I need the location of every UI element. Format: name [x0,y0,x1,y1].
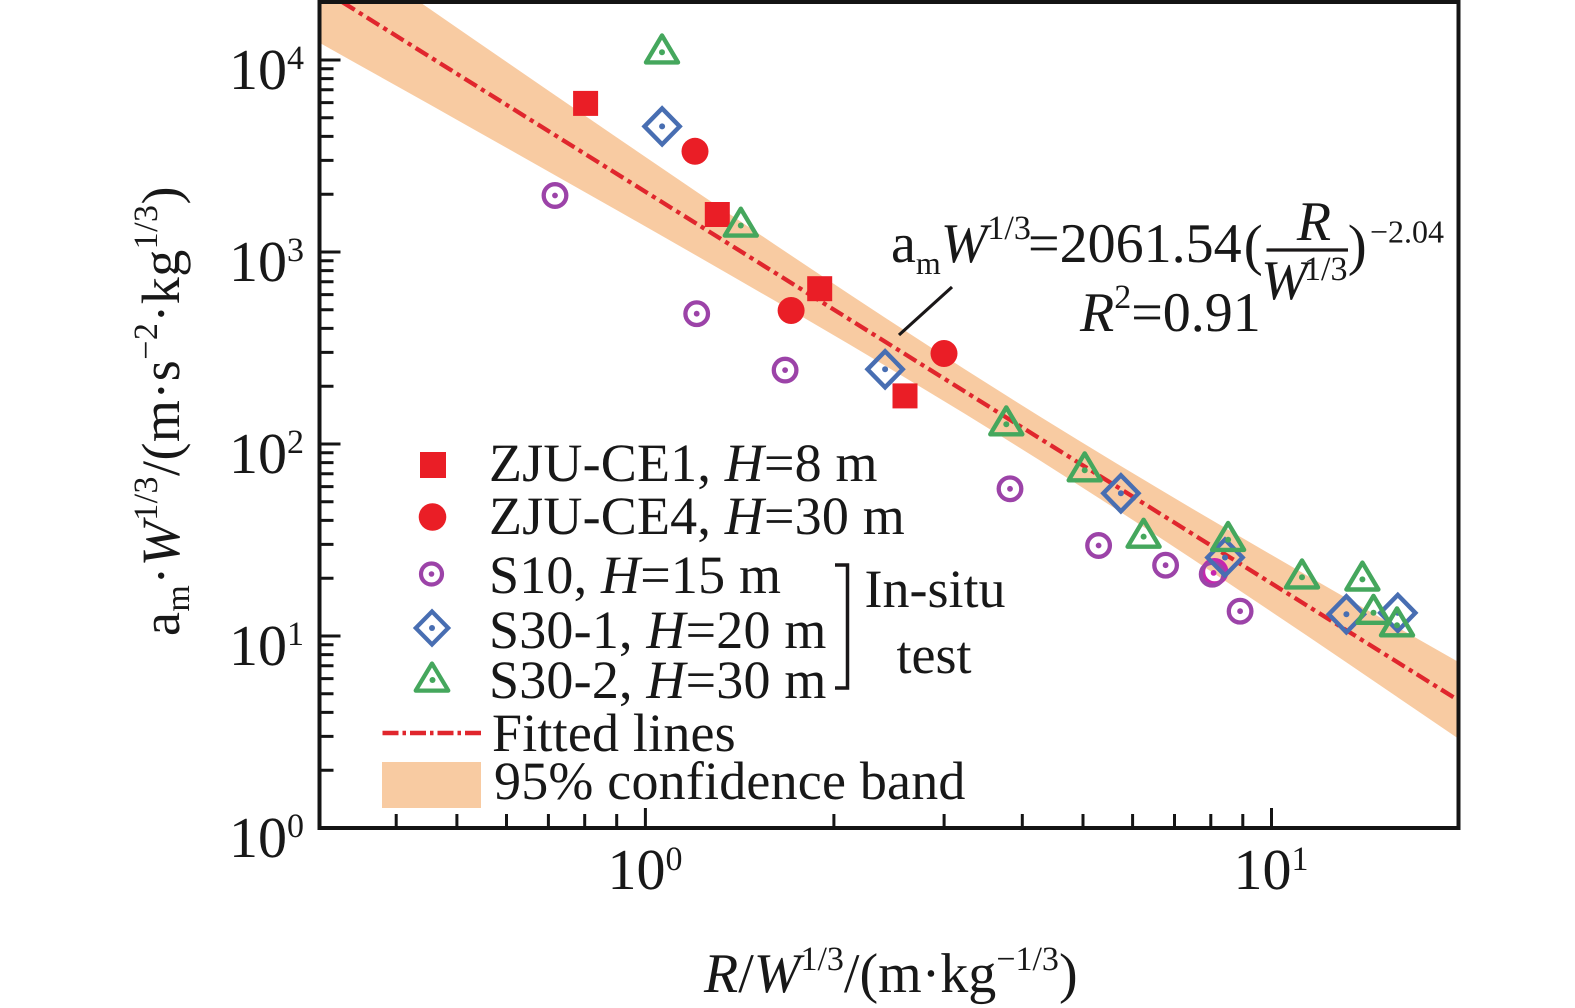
svg-text:ZJU-CE1, H=8 m: ZJU-CE1, H=8 m [489,433,878,493]
svg-text:Fitted lines: Fitted lines [492,703,736,763]
svg-text:test: test [897,625,972,685]
svg-text:R2=0.91: R2=0.91 [1079,279,1261,344]
svg-text:=2061.54: =2061.54 [1028,213,1242,275]
svg-text:R: R [1296,191,1331,253]
svg-text:−2.04: −2.04 [1370,214,1444,250]
svg-text:S30-2, H=30 m: S30-2, H=30 m [489,650,827,710]
svg-text:1/3: 1/3 [1304,251,1347,288]
svg-text:95% confidence band: 95% confidence band [494,751,966,811]
svg-text:): ) [1348,214,1367,277]
svg-text:S30-1, H=20 m: S30-1, H=20 m [489,600,827,660]
svg-text:am·W1/3/(m·s−2·kg1/3): am·W1/3/(m·s−2·kg1/3) [128,186,197,636]
svg-text:In-situ: In-situ [865,559,1006,619]
svg-text:S10, H=15 m: S10, H=15 m [489,545,781,605]
svg-text:101: 101 [229,613,304,678]
svg-text:W: W [1261,250,1312,312]
svg-text:(: ( [1244,214,1263,277]
svg-text:ZJU-CE4, H=30 m: ZJU-CE4, H=30 m [489,486,905,546]
